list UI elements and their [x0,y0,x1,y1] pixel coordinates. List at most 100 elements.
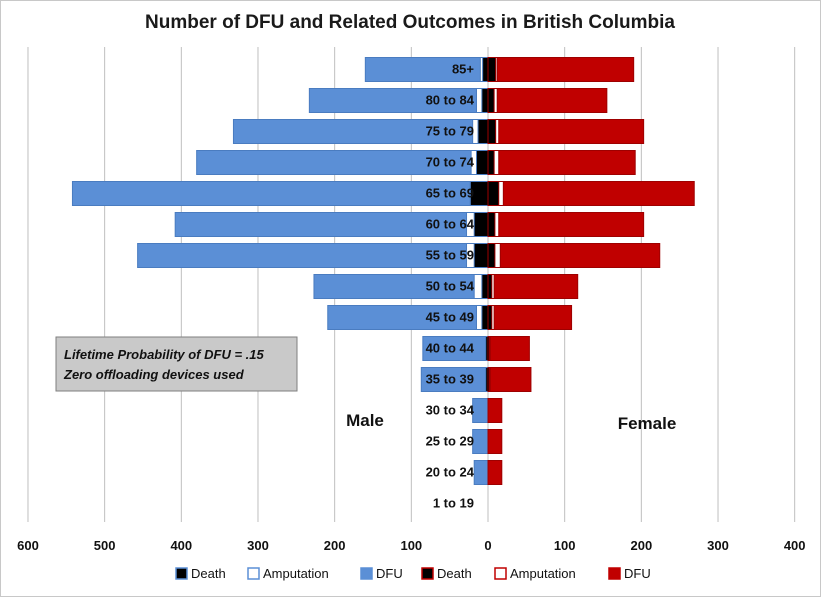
bars [71,57,695,485]
bar-female-death [487,150,495,175]
category-labels: 85+ 80 to 84 75 to 79 70 to 74 65 to 69 60 to… [426,62,475,511]
bar-male-dfu [472,398,489,423]
legend-swatch [175,567,188,580]
bar-male-dfu [313,274,489,299]
x-tick-label: 300 [247,538,269,553]
bar-male-death [482,57,489,82]
bar-female-dfu [487,274,579,299]
category-label: 1 to 19 [433,496,474,511]
bar-male-dfu [137,243,489,268]
bar-female-death [487,212,496,237]
bar-male-dfu [420,367,489,392]
bar-male-dfu [472,429,489,454]
category-label: 25 to 29 [426,434,474,449]
x-tick-label: 0 [484,538,491,553]
bar-female-dfu [487,181,695,206]
category-label: 85+ [452,62,474,77]
x-tick-label: 200 [630,538,652,553]
bar-male-death [481,305,489,330]
legend-swatch [247,567,260,580]
bar-male-death [475,150,489,175]
x-tick-label: 400 [784,538,806,553]
category-label: 50 to 54 [426,279,475,294]
x-tick-label: 400 [170,538,192,553]
bar-female-dfu [487,212,645,237]
bar-female-dfu [487,429,503,454]
category-label: 55 to 59 [426,248,474,263]
legend-label: Amputation [263,566,329,581]
x-tick-label: 200 [324,538,346,553]
legend-label: Amputation [510,566,576,581]
x-tick-label: 100 [554,538,576,553]
legend-label: DFU [624,566,651,581]
x-tick-label: 600 [17,538,39,553]
legend-swatch [494,567,507,580]
legend-swatch [608,567,621,580]
bar-female-dfu [487,243,661,268]
bar-female-dfu [487,88,608,113]
legend: Death Amputation DFU Death Amputation DFU [175,566,651,581]
bar-male-dfu [473,460,489,485]
legend-item: Death [175,566,226,581]
bar-male-death [477,119,489,144]
legend-item: DFU [608,566,651,581]
female-label: Female [618,414,677,433]
legend-label: Death [437,566,472,581]
legend-item: Amputation [494,566,576,581]
x-axis-ticks: 600 500 400 300 200 100 0 100 200 300 400 [17,538,805,553]
bar-female-dfu [487,460,503,485]
category-label: 40 to 44 [426,341,475,356]
annotation-line-1: Lifetime Probability of DFU = .15 [64,347,264,362]
bar-female-death [487,274,493,299]
bar-female-dfu [487,119,645,144]
legend-label: DFU [376,566,403,581]
bar-female-death [487,57,497,82]
bar-female-dfu [487,57,635,82]
category-label: 60 to 64 [426,217,475,232]
bar-male-death [473,243,489,268]
legend-item: DFU [360,566,403,581]
bar-male-dfu [71,181,489,206]
bar-male-dfu [174,212,489,237]
bar-female-dfu [487,398,503,423]
bar-female-death [487,88,495,113]
annotation-background [55,336,298,392]
category-label: 80 to 84 [426,93,475,108]
bar-male-dfu [327,305,489,330]
category-label: 70 to 74 [426,155,475,170]
legend-swatch [421,567,434,580]
annotation-line-2: Zero offloading devices used [63,367,245,382]
bar-female-death [487,243,496,268]
bar-female-death [487,336,491,361]
legend-label: Death [191,566,226,581]
category-label: 30 to 34 [426,403,475,418]
category-label: 20 to 24 [426,465,475,480]
category-label: 45 to 49 [426,310,474,325]
bar-male-death [481,88,489,113]
bar-male-dfu [364,57,489,82]
category-label: 35 to 39 [426,372,474,387]
chart-title: Number of DFU and Related Outcomes in Br… [145,12,675,33]
bar-female-dfu [487,305,573,330]
x-tick-label: 500 [94,538,116,553]
bar-female-dfu [487,336,530,361]
bar-male-dfu [196,150,489,175]
bar-female-dfu [487,150,636,175]
category-label: 65 to 69 [426,186,474,201]
x-tick-label: 300 [707,538,729,553]
category-label: 75 to 79 [426,124,474,139]
bar-male-dfu [422,336,489,361]
male-label: Male [346,411,384,430]
legend-swatch [360,567,373,580]
bar-male-death [473,212,489,237]
legend-item: Death [421,566,472,581]
bar-female-dfu [487,367,532,392]
bar-female-death [487,367,491,392]
legend-item: Amputation [247,566,329,581]
bar-female-death [487,305,493,330]
bar-female-death [487,119,497,144]
bar-male-death [481,274,489,299]
bar-female-death [487,181,500,206]
